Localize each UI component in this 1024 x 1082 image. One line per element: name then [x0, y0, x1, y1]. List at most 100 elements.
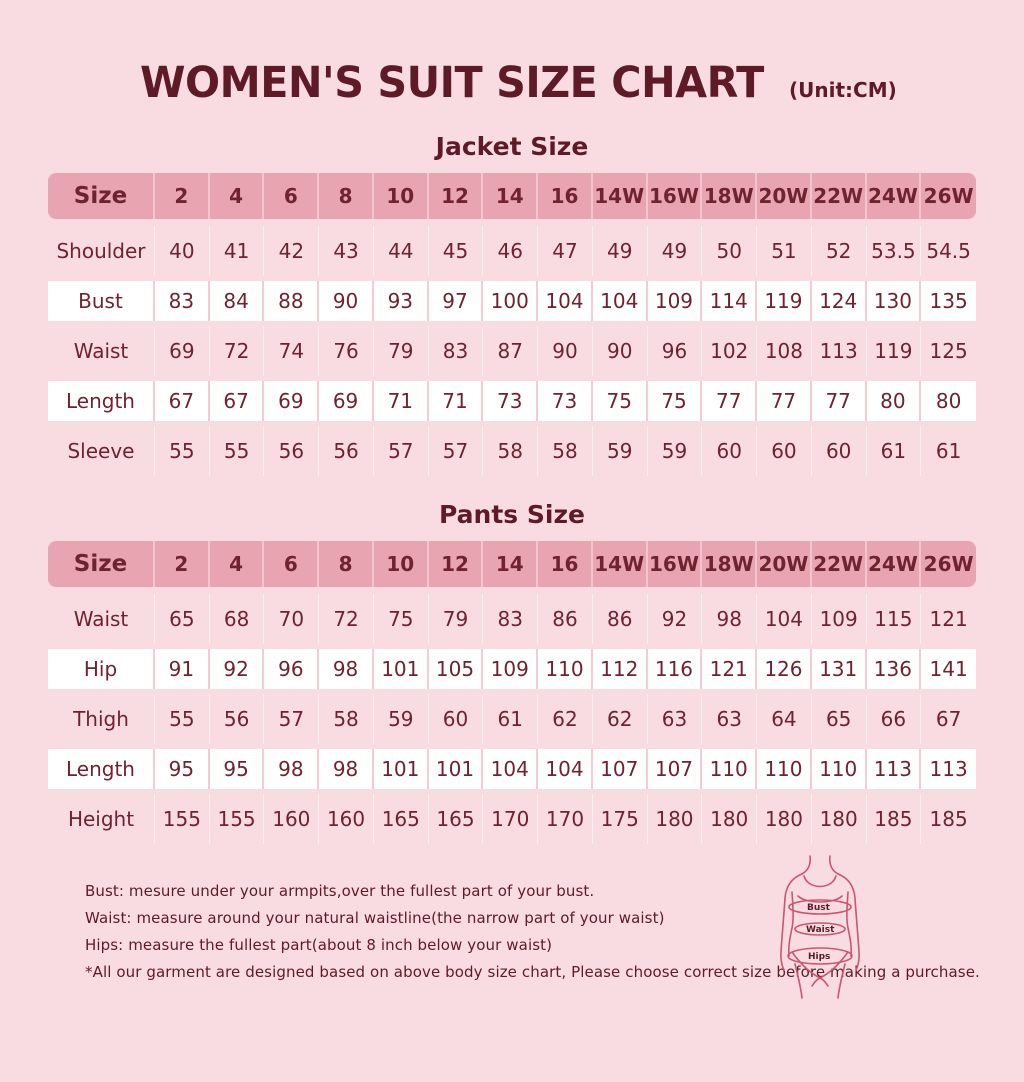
pants-size-heading: Pants Size	[439, 500, 585, 529]
size-value-cell: 125	[929, 339, 968, 363]
size-value-cell: 108	[757, 326, 812, 376]
size-value-cell: 160	[319, 794, 374, 844]
size-value-cell: 73	[538, 381, 593, 421]
size-header-cell: 14W	[593, 173, 648, 219]
size-value-cell: 102	[702, 326, 758, 376]
size-header-cell: 24W	[867, 541, 922, 587]
measurement-note: *All our garment are designed based on a…	[85, 963, 980, 981]
size-value-cell: 114	[702, 281, 758, 321]
table-row: Length 67 67 69 69 71 71 73 73 75 75 77 77 77 80 80	[48, 376, 976, 426]
row-label: Height	[48, 794, 155, 844]
size-value-cell: 98	[319, 749, 374, 789]
size-header-cell: 16W	[648, 541, 703, 587]
row-label: Bust	[48, 281, 155, 321]
size-value-cell: 69	[319, 381, 374, 421]
size-header-cell: 22W	[812, 173, 867, 219]
size-value-cell: 71	[428, 381, 484, 421]
size-value-cell: 69	[264, 381, 320, 421]
size-value-cell: 104	[483, 749, 539, 789]
size-value-cell: 107	[647, 749, 703, 789]
row-label: Waist	[48, 594, 155, 644]
size-value-cell: 110	[538, 649, 593, 689]
size-value-cell: 67	[155, 381, 210, 421]
size-value-cell: 79	[429, 594, 484, 644]
pants-size-table: Size 2 4 6 8 10 12 14 16 14W 16W 18W 20W 22W 24W 26W Wai…	[48, 541, 976, 844]
size-header-cell: 12	[429, 173, 484, 219]
size-value-cell: 77	[811, 381, 867, 421]
size-value-cell: 95	[155, 749, 210, 789]
size-header-cell: 14	[483, 541, 539, 587]
size-value-cell: 56	[264, 426, 320, 476]
size-value-cell: 56	[319, 426, 374, 476]
size-value-cell: 63	[702, 694, 758, 744]
size-value-cell: 110	[757, 749, 812, 789]
size-value-cell: 62	[593, 694, 648, 744]
measurement-note: Hips: measure the fullest part(about 8 i…	[85, 936, 553, 954]
size-value-cell: 55	[210, 426, 265, 476]
size-value-cell: 98	[264, 749, 320, 789]
size-value-cell: 98	[702, 594, 758, 644]
size-value-cell: 98	[319, 649, 374, 689]
size-value-cell: 104	[592, 281, 648, 321]
size-header-cell: 16	[538, 173, 593, 219]
size-value-cell: 59	[593, 426, 648, 476]
figure-waist-label: Waist	[806, 925, 835, 935]
size-value-cell: 115	[867, 594, 922, 644]
size-header-cell: 24W	[867, 173, 922, 219]
size-value-cell: 57	[429, 426, 484, 476]
size-value-cell: 109	[812, 594, 867, 644]
size-value-cell: 60	[702, 426, 758, 476]
size-value-cell: 104	[538, 749, 593, 789]
size-value-cell: 126	[757, 649, 812, 689]
size-value-cell: 130	[866, 281, 922, 321]
size-value-cell: 61	[935, 439, 962, 463]
size-header-cell: 6	[264, 541, 320, 587]
size-header-label: Size	[48, 541, 155, 587]
size-header-cell: 26W	[923, 552, 974, 576]
size-value-cell: 121	[702, 649, 758, 689]
size-value-cell: 59	[648, 426, 703, 476]
size-value-cell: 110	[811, 749, 867, 789]
size-value-cell: 86	[593, 594, 648, 644]
size-value-cell: 110	[702, 749, 758, 789]
size-value-cell: 57	[374, 426, 429, 476]
size-value-cell: 65	[812, 694, 867, 744]
size-value-cell: 75	[647, 381, 703, 421]
row-label: Waist	[48, 326, 155, 376]
size-header-cell: 4	[210, 541, 265, 587]
page-header: WOMEN'S SUIT SIZE CHART (Unit:CM)	[0, 58, 1024, 108]
size-value-cell: 131	[811, 649, 867, 689]
size-value-cell: 101	[428, 749, 484, 789]
size-value-cell: 112	[592, 649, 648, 689]
table-row: Bust 83 84 88 90 93 97 100 104 104 109 114 119 124 130…	[48, 276, 976, 326]
size-value-cell: 52	[812, 226, 867, 276]
size-value-cell: 92	[209, 649, 265, 689]
size-value-cell: 80	[866, 381, 922, 421]
size-value-cell: 56	[210, 694, 265, 744]
size-value-cell: 58	[483, 426, 539, 476]
size-value-cell: 67	[209, 381, 265, 421]
footer: Bust: mesure under your armpits,over the…	[0, 846, 1024, 1022]
size-header-cell: 6	[264, 173, 320, 219]
size-value-cell: 54.5	[926, 239, 971, 263]
size-value-cell: 101	[373, 649, 429, 689]
size-value-cell: 68	[210, 594, 265, 644]
size-value-cell: 91	[155, 649, 210, 689]
figure-bust-label: Bust	[807, 903, 831, 913]
table-row: Height 155 155 160 160 165 165 170 170 175 180 180 1…	[48, 794, 976, 844]
size-value-cell: 165	[429, 794, 484, 844]
size-value-cell: 101	[373, 749, 429, 789]
unit-label: (Unit:CM)	[789, 78, 897, 102]
page-title: WOMEN'S SUIT SIZE CHART	[140, 58, 765, 108]
size-value-cell: 116	[647, 649, 703, 689]
size-header-cell: 10	[374, 541, 429, 587]
size-value-cell: 43	[319, 226, 374, 276]
size-value-cell: 55	[155, 694, 210, 744]
table-row: Sleeve 55 55 56 56 57 57 58 58 59 59 60 60 60 61 61	[48, 426, 976, 476]
size-value-cell: 90	[593, 326, 648, 376]
size-value-cell: 84	[209, 281, 265, 321]
table-row: Shoulder 40 41 42 43 44 45 46 47 49 49 50 51 52 53.5 54…	[48, 226, 976, 276]
size-header-cell: 8	[319, 541, 374, 587]
size-value-cell: 53.5	[867, 226, 922, 276]
size-value-cell: 76	[319, 326, 374, 376]
